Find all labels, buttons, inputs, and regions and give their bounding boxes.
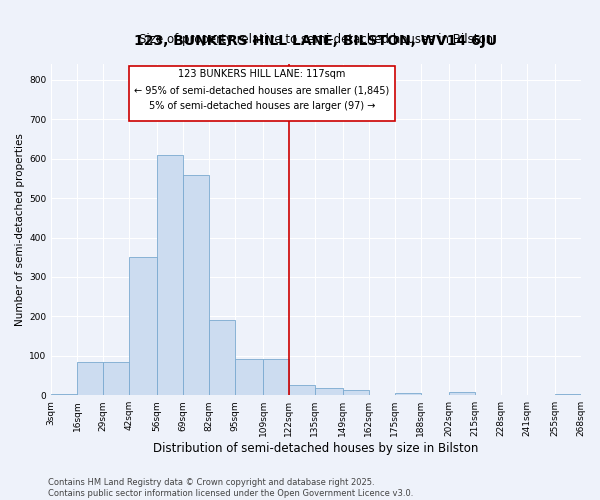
Bar xyxy=(449,392,475,395)
Y-axis label: Number of semi-detached properties: Number of semi-detached properties xyxy=(15,134,25,326)
Bar xyxy=(129,258,157,395)
Bar xyxy=(183,174,209,395)
Text: Size of property relative to semi-detached houses in Bilston: Size of property relative to semi-detach… xyxy=(139,33,493,46)
Bar xyxy=(51,394,77,395)
Bar xyxy=(395,393,421,395)
Bar xyxy=(235,359,263,395)
Bar xyxy=(343,390,369,395)
X-axis label: Distribution of semi-detached houses by size in Bilston: Distribution of semi-detached houses by … xyxy=(153,442,479,455)
FancyBboxPatch shape xyxy=(129,66,395,122)
Text: 5% of semi-detached houses are larger (97) →: 5% of semi-detached houses are larger (9… xyxy=(149,101,375,111)
Bar xyxy=(289,386,315,395)
Bar xyxy=(209,320,235,395)
Title: 123, BUNKERS HILL LANE, BILSTON, WV14 6JU: 123, BUNKERS HILL LANE, BILSTON, WV14 6J… xyxy=(134,34,497,48)
Bar xyxy=(77,362,103,395)
Bar xyxy=(157,155,183,395)
Bar xyxy=(263,359,289,395)
Bar xyxy=(103,362,129,395)
Text: Contains HM Land Registry data © Crown copyright and database right 2025.
Contai: Contains HM Land Registry data © Crown c… xyxy=(48,478,413,498)
Bar xyxy=(315,388,343,395)
Text: 123 BUNKERS HILL LANE: 117sqm: 123 BUNKERS HILL LANE: 117sqm xyxy=(178,70,346,80)
Text: ← 95% of semi-detached houses are smaller (1,845): ← 95% of semi-detached houses are smalle… xyxy=(134,85,389,95)
Bar xyxy=(554,394,581,395)
